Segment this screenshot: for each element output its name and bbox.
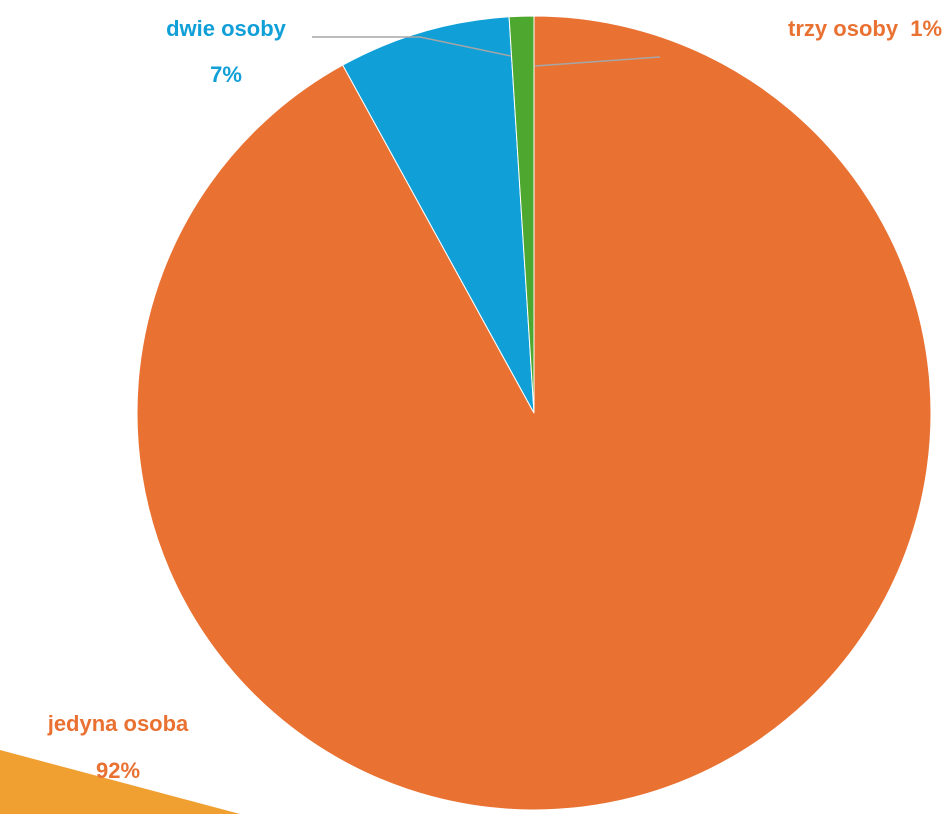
label-trzy-osoby-value: 1% xyxy=(910,16,942,41)
leader-line-dwie-osoby xyxy=(312,36,512,57)
label-dwie-osoby-value: 7% xyxy=(210,62,242,87)
data-labels: dwie osoby 7% trzy osoby 1% jedyna osoba… xyxy=(47,16,942,783)
label-jedyna-osoba-name: jedyna osoba xyxy=(47,711,189,736)
label-trzy-osoby-name: trzy osoby xyxy=(788,16,899,41)
leader-lines xyxy=(312,36,661,67)
pie-slice-dwie-osoby xyxy=(342,16,535,414)
label-dwie-osoby-name: dwie osoby xyxy=(166,16,287,41)
leader-line-trzy-osoby xyxy=(534,56,661,67)
pie-slice-trzy-osoby xyxy=(508,15,535,414)
label-trzy-osoby: trzy osoby 1% xyxy=(788,16,942,41)
label-jedyna-osoba-value: 92% xyxy=(96,758,140,783)
corner-decoration xyxy=(0,750,240,814)
pie-slices xyxy=(136,15,932,811)
